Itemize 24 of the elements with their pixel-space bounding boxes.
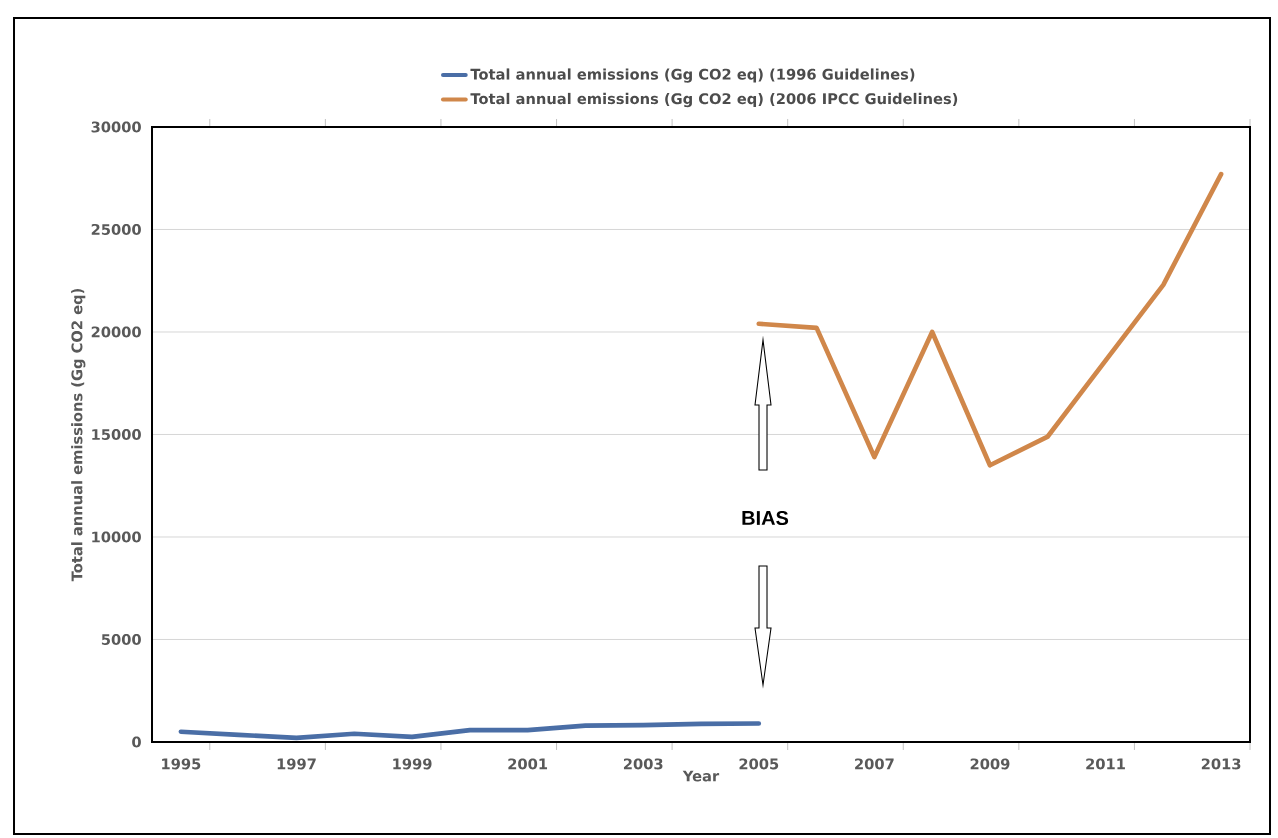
- x-tick-label: 2003: [623, 758, 663, 770]
- x-axis-title: Year: [682, 770, 720, 782]
- y-tick-label: 30000: [91, 121, 141, 133]
- x-tick-label: 2011: [1086, 758, 1125, 770]
- y-tick-label: 0: [132, 736, 141, 748]
- legend-label: Total annual emissions (Gg CO2 eq) (2006 IPCC Guidelines): [470, 92, 958, 108]
- x-tick-label: 2013: [1201, 758, 1241, 770]
- x-tick-label: 1995: [162, 758, 201, 770]
- x-tick-label: 2001: [508, 758, 548, 770]
- y-tick-label: 5000: [101, 633, 141, 646]
- x-tick-label: 2005: [739, 758, 779, 770]
- line-series: [178, 721, 762, 741]
- y-tick-label: 25000: [91, 223, 141, 236]
- line-series: [756, 171, 1224, 468]
- legend-label: Total annual emissions (Gg CO2 eq) (1996 Guidelines): [470, 68, 915, 83]
- annotation: BIAS: [742, 510, 789, 526]
- x-tick-label: 2009: [970, 758, 1010, 770]
- y-tick-label: 15000: [92, 428, 141, 441]
- x-tick-label: 1997: [277, 758, 316, 770]
- x-tick-label: 2007: [855, 758, 894, 770]
- x-tick-label: 1999: [393, 758, 432, 770]
- y-axis-title: Total annual emissions (Gg CO2 eq): [71, 288, 86, 582]
- y-tick-label: 10000: [92, 531, 141, 543]
- y-tick-label: 20000: [91, 326, 141, 338]
